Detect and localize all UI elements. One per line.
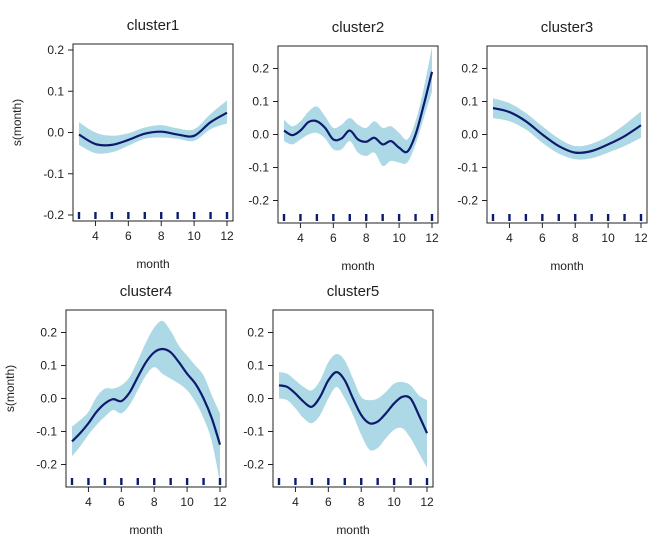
x-tick-label: 6 [539, 231, 546, 245]
x-tick-label: 8 [358, 495, 365, 509]
panel-title: cluster1 [127, 17, 180, 34]
panel-5: 4 6 8 10 12 -0.2 -0.1 0.0 0.1 0.2 cluster5 month [243, 283, 434, 534]
y-tick-label: -0.2 [457, 194, 478, 208]
confidence-band [279, 353, 427, 468]
y-tick-label: 0.2 [247, 326, 264, 340]
x-tick-label: 12 [213, 495, 227, 509]
x-tick-label: 8 [363, 231, 370, 245]
confidence-band [72, 320, 220, 483]
panel-3: 4 6 8 10 12 -0.2 -0.1 0.0 0.1 0.2 cluster3 month [457, 19, 648, 273]
x-axis-label: month [336, 523, 369, 534]
y-tick-label: 0.2 [47, 43, 64, 57]
confidence-band [284, 47, 432, 167]
x-tick-label: 8 [572, 231, 579, 245]
y-tick-label: 0.1 [252, 95, 269, 109]
x-tick-label: 4 [292, 495, 299, 509]
y-tick-label: 0.1 [461, 95, 478, 109]
x-tick-label: 8 [151, 495, 158, 509]
x-tick-label: 10 [601, 231, 615, 245]
y-tick-label: 0.2 [461, 62, 478, 76]
x-tick-label: 10 [180, 495, 194, 509]
confidence-band [493, 98, 641, 160]
x-tick-label: 10 [387, 495, 401, 509]
x-tick-label: 4 [506, 231, 513, 245]
y-tick-label: 0.0 [461, 128, 478, 142]
x-tick-label: 10 [392, 231, 406, 245]
y-axis-label: s(month) [10, 99, 24, 146]
panel-title: cluster4 [120, 283, 173, 300]
x-axis-label: month [136, 257, 169, 271]
y-tick-label: -0.2 [43, 208, 64, 222]
y-tick-label: -0.2 [248, 194, 269, 208]
confidence-band [79, 100, 227, 154]
y-tick-label: 0.2 [40, 326, 57, 340]
y-tick-label: -0.1 [457, 161, 478, 175]
y-axis-label: s(month) [3, 365, 17, 412]
y-tick-label: 0.1 [47, 84, 64, 98]
y-tick-label: -0.1 [36, 425, 57, 439]
x-tick-label: 12 [425, 231, 439, 245]
x-tick-label: 4 [297, 231, 304, 245]
panel-title: cluster3 [541, 19, 594, 36]
x-tick-label: 10 [187, 229, 201, 243]
y-tick-label: -0.2 [243, 458, 264, 472]
x-tick-label: 12 [420, 495, 434, 509]
y-tick-label: -0.2 [36, 458, 57, 472]
x-tick-label: 4 [85, 495, 92, 509]
smooth-line [492, 107, 642, 155]
smooth-line [283, 71, 434, 154]
y-tick-label: -0.1 [43, 167, 64, 181]
y-tick-label: 0.0 [40, 392, 57, 406]
y-tick-label: -0.1 [248, 161, 269, 175]
panel-title: cluster2 [332, 19, 385, 36]
x-tick-label: 6 [325, 495, 332, 509]
panel-4: 4 6 8 10 12 -0.2 -0.1 0.0 0.1 0.2 cluster4 month s(m… [3, 283, 227, 534]
y-tick-label: 0.1 [40, 359, 57, 373]
x-tick-label: 12 [634, 231, 648, 245]
x-tick-label: 6 [125, 229, 132, 243]
smooth-line [78, 111, 228, 147]
smooth-line [71, 347, 222, 446]
y-tick-label: -0.1 [243, 425, 264, 439]
y-tick-label: 0.2 [252, 62, 269, 76]
x-tick-label: 8 [158, 229, 165, 243]
panel-title: cluster5 [327, 283, 380, 300]
x-tick-label: 6 [118, 495, 125, 509]
panel-2: 4 6 8 10 12 -0.2 -0.1 0.0 0.1 0.2 cluster2 month [248, 19, 439, 273]
x-tick-label: 4 [92, 229, 99, 243]
y-tick-label: 0.0 [47, 126, 64, 140]
panel-1: 4 6 8 10 12 -0.2 -0.1 0.0 0.1 0.2 cluster1 month s(m… [10, 17, 234, 271]
x-axis-label: month [129, 523, 162, 534]
x-axis-label: month [550, 259, 583, 273]
x-tick-label: 6 [330, 231, 337, 245]
smooth-line [278, 371, 429, 434]
x-axis-label: month [341, 259, 374, 273]
x-tick-label: 12 [220, 229, 234, 243]
y-tick-label: 0.0 [247, 392, 264, 406]
y-tick-label: 0.1 [247, 359, 264, 373]
y-tick-label: 0.0 [252, 128, 269, 142]
